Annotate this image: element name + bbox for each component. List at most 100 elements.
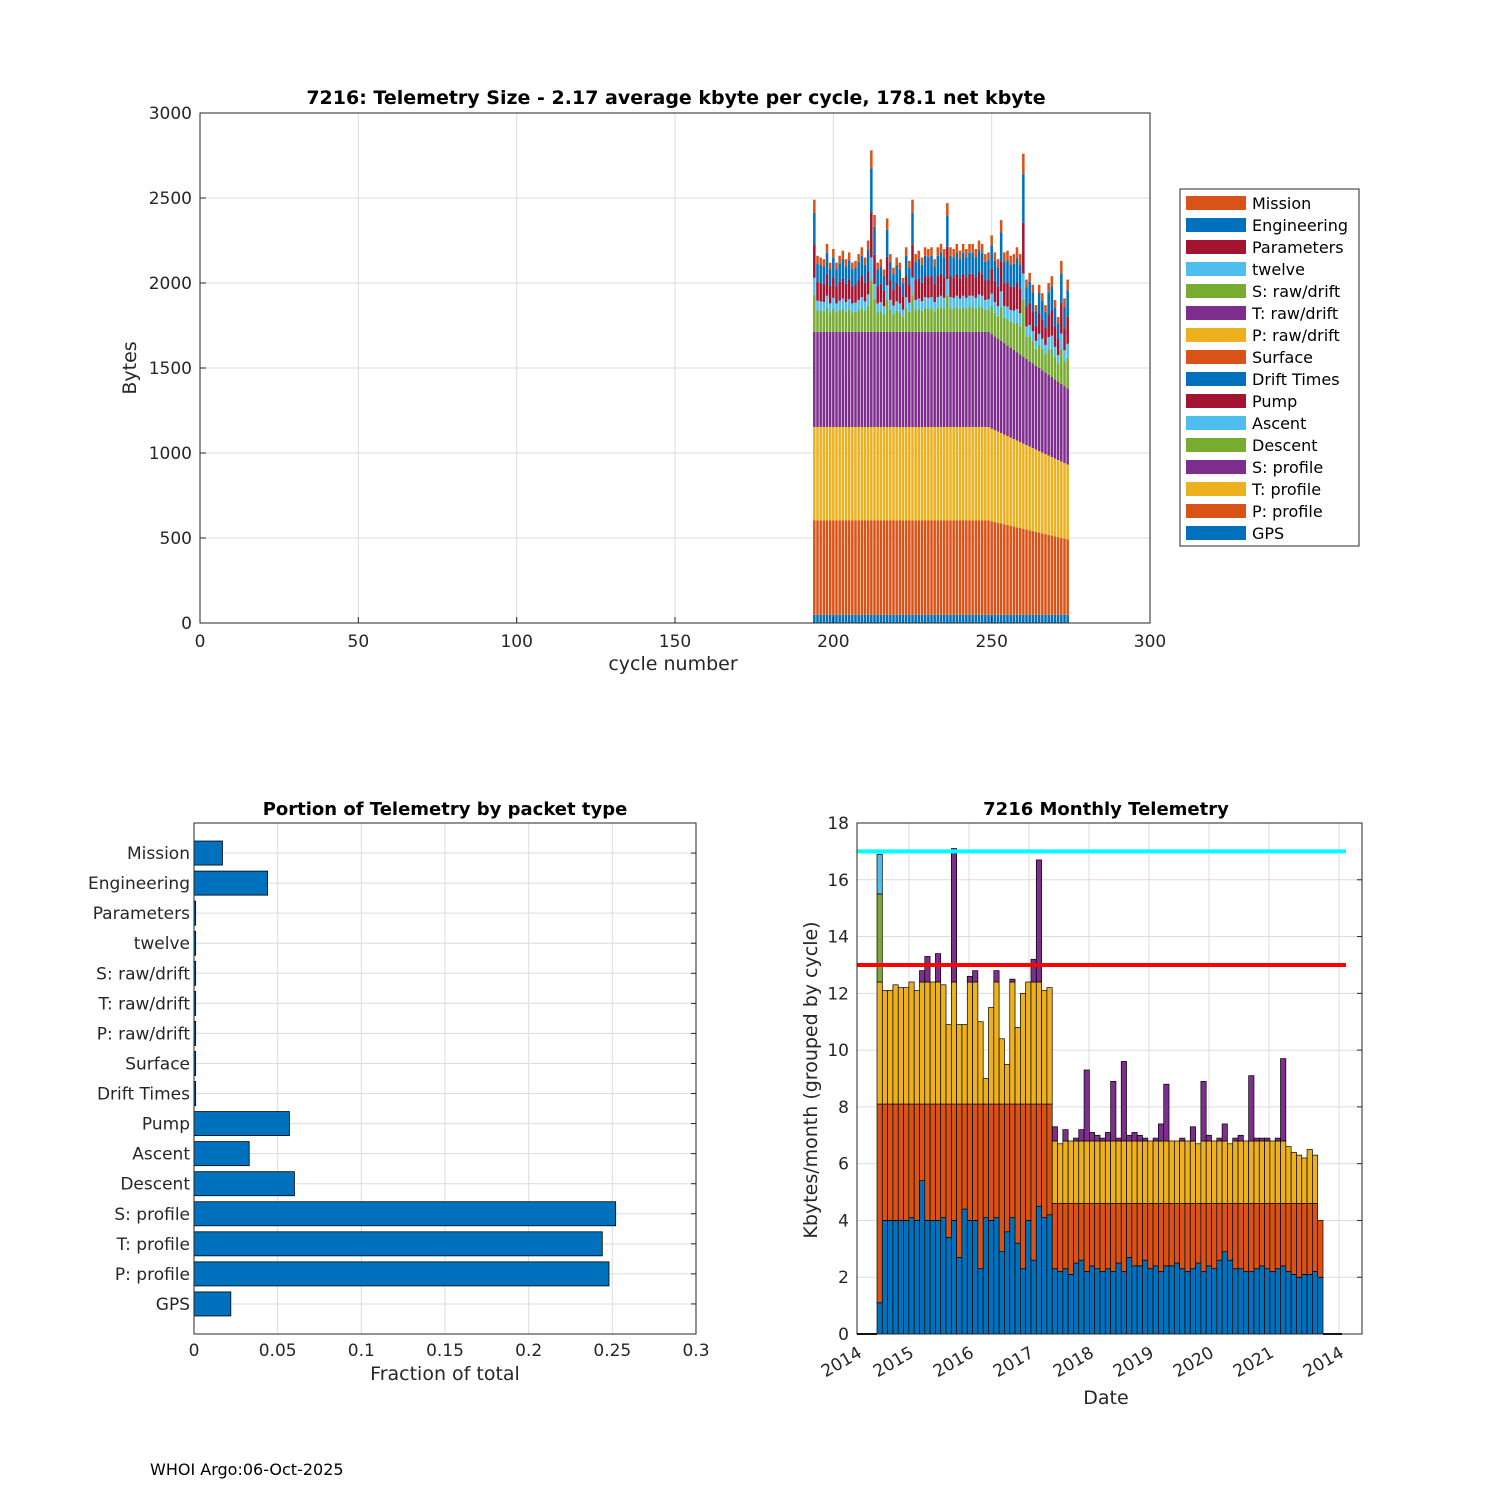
monthly-chart-axes-box	[856, 822, 1363, 1335]
br-bar-m73-base	[1264, 1268, 1271, 1335]
br-bar-m17-spike	[966, 975, 973, 983]
br-bar-m45-upper	[1115, 1140, 1122, 1204]
top-xtick-label-0: 0	[195, 632, 206, 652]
br-bar-m8-spike	[919, 970, 926, 983]
top-bar-c227-pump	[917, 278, 921, 299]
top-bar-c238-ascent	[952, 297, 955, 309]
bl-bar-ascent	[193, 1141, 250, 1167]
top-bar-c267-pump	[1044, 328, 1047, 345]
br-bar-m16-upper	[961, 1024, 968, 1105]
top-bar-c231-t-profile	[930, 426, 933, 521]
br-xtick-label-7: 2021	[1230, 1343, 1277, 1382]
br-bar-m23-mid	[998, 1103, 1005, 1253]
bl-ytick-label-14: P: profile	[115, 1265, 190, 1285]
br-bar-m69-mid	[1243, 1203, 1250, 1272]
top-bar-c241-t-profile	[961, 426, 965, 521]
top-bar-c255-gps	[1006, 614, 1009, 623]
top-bar-c235-mission	[942, 249, 946, 258]
top-bar-c257-ascent	[1012, 310, 1016, 324]
br-bar-m30-base	[1035, 1205, 1042, 1335]
top-bar-c247-ascent	[980, 295, 984, 308]
br-bar-m37-spike	[1073, 1137, 1080, 1142]
top-bar-c252-gps	[996, 614, 1000, 623]
br-bar-m18-upper	[972, 981, 979, 1105]
top-bar-c273-engineering	[1063, 307, 1066, 329]
top-bar-c211-engineering	[866, 249, 870, 272]
top-legend-label-6: P: raw/drift	[1252, 326, 1340, 345]
top-bar-c219-mission	[892, 267, 895, 275]
top-legend-swatch-2	[1186, 240, 1246, 254]
top-bar-c212-engineering	[870, 168, 873, 213]
bl-ytick-label-9: Pump	[142, 1115, 190, 1135]
top-bar-c246-engineering	[977, 249, 981, 272]
br-bar-m45-spike	[1115, 1137, 1122, 1142]
top-bar-c212-p-profile	[870, 520, 873, 615]
top-bar-c242-t-profile	[965, 426, 968, 521]
top-legend-swatch-7	[1186, 350, 1246, 364]
br-bar-m9-upper	[924, 981, 931, 1105]
top-ytick-label-1: 500	[160, 529, 192, 549]
br-bar-m48-spike	[1131, 1132, 1138, 1142]
top-bar-c210-gps	[863, 614, 867, 623]
top-bar-c247-engineering	[980, 252, 984, 274]
top-bar-c205-descent	[847, 309, 851, 332]
top-bar-c250-pump	[990, 268, 993, 294]
br-bar-m41-spike	[1094, 1134, 1101, 1142]
top-bar-c224-mission	[908, 260, 911, 268]
br-bar-m61-upper	[1200, 1140, 1207, 1204]
top-bar-c232-mission	[933, 259, 936, 267]
br-bar-m50-base	[1142, 1259, 1149, 1335]
top-bar-c212-pump	[870, 212, 873, 258]
top-bar-c266-engineering	[1041, 300, 1044, 320]
top-bar-c242-mission	[965, 249, 968, 258]
top-bar-c195-engineering	[816, 263, 819, 282]
top-bar-c204-descent	[844, 311, 848, 332]
top-bar-c246-p-profile	[977, 520, 981, 615]
br-bar-m27-base	[1020, 1268, 1027, 1335]
top-bar-c217-mission	[885, 218, 889, 230]
br-bar-m3-base	[892, 1220, 899, 1335]
top-bar-c267-gps	[1044, 614, 1047, 623]
br-bar-m10-base	[929, 1220, 936, 1335]
top-bar-c206-descent	[851, 312, 854, 332]
monthly-chart-bars	[876, 848, 1324, 1335]
top-bar-c213-mission	[873, 215, 876, 227]
top-bar-c270-ascent	[1053, 346, 1057, 358]
top-bar-c224-t-profile	[908, 426, 911, 521]
br-bar-m76-mid	[1280, 1203, 1287, 1267]
top-bar-c202-s-profile	[838, 331, 841, 427]
top-bar-c264-pump	[1034, 325, 1038, 341]
top-bar-c216-ascent	[882, 306, 886, 315]
top-bar-c232-t-profile	[933, 426, 936, 521]
top-bar-c271-p-profile	[1056, 537, 1060, 615]
br-bar-m25-base	[1009, 1217, 1016, 1335]
top-bar-c231-ascent	[930, 297, 933, 309]
top-bar-c240-pump	[958, 278, 962, 299]
br-bar-m62-base	[1205, 1265, 1212, 1335]
top-bar-c248-t-profile	[984, 426, 987, 521]
top-bar-c231-pump	[930, 276, 933, 298]
br-bar-m57-upper	[1179, 1140, 1186, 1204]
br-bar-m2-upper	[887, 990, 894, 1105]
top-bar-c251-s-profile	[993, 336, 997, 430]
top-bar-c247-p-profile	[980, 520, 984, 615]
br-bar-m32-upper	[1046, 987, 1053, 1105]
top-bar-c244-gps	[971, 614, 974, 623]
top-bar-c209-ascent	[860, 297, 864, 309]
top-legend-swatch-13	[1186, 482, 1246, 496]
top-bar-c240-descent	[958, 309, 962, 332]
br-bar-m75-spike	[1274, 1137, 1281, 1142]
top-bar-c200-descent	[832, 308, 835, 332]
top-bar-c267-ascent	[1044, 344, 1047, 354]
top-bar-c218-pump	[889, 280, 892, 300]
top-bar-c234-pump	[939, 273, 943, 296]
top-bar-c200-ascent	[832, 297, 835, 309]
top-bar-c236-descent	[946, 295, 949, 332]
br-bar-m32-mid	[1046, 1103, 1053, 1216]
br-bar-m2-base	[887, 1220, 894, 1335]
top-bar-c256-t-profile	[1009, 437, 1012, 526]
top-bar-c260-gps	[1022, 614, 1025, 623]
br-xtick-label-3: 2017	[990, 1343, 1037, 1382]
br-bar-m45-base	[1115, 1262, 1122, 1335]
top-bar-c258-s-profile	[1015, 352, 1019, 441]
